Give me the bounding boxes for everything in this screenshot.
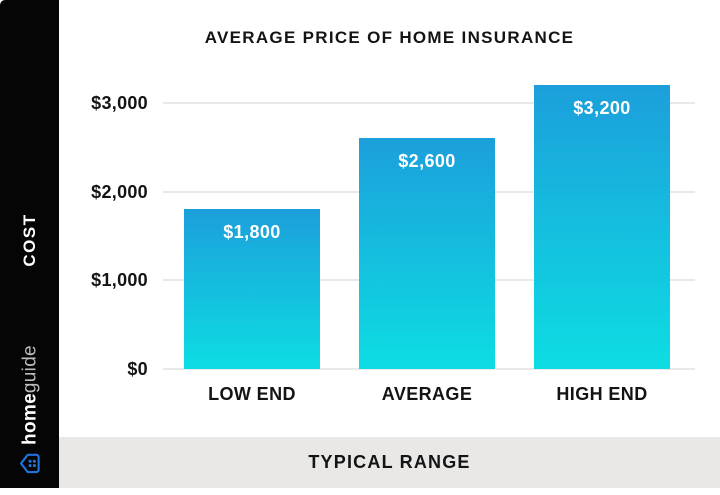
plot-area: $1,800 $2,600 $3,200 LOW END AVERAGE HIG… [59,0,720,437]
bar-value-label: $3,200 [573,98,631,118]
chart-title: AVERAGE PRICE OF HOME INSURANCE [204,28,575,47]
x-category-label: AVERAGE [381,384,473,404]
house-icon [18,452,41,475]
footer-band: TYPICAL RANGE [59,437,720,488]
chart-panel: AVERAGE PRICE OF HOME INSURANCE $1,800 $… [59,0,720,437]
x-category-label: LOW END [208,384,296,404]
bar-low-end: $1,800 [184,209,320,369]
bar-value-label: $1,800 [223,222,281,242]
bar-value-label: $2,600 [398,151,456,171]
y-tick-label: $2,000 [91,181,148,202]
y-tick-label: $1,000 [91,270,148,291]
y-axis-title: COST [19,213,39,267]
brand-wordmark: homeguide [19,345,41,445]
brand-guide-text: guide [18,345,40,394]
bar-average: $2,600 [359,138,495,369]
bar-high-end: $3,200 [534,85,670,369]
gridline [163,368,695,370]
x-axis-title: TYPICAL RANGE [308,452,471,472]
brand-logo: homeguide [18,345,41,475]
gridline [163,102,695,104]
left-rail: COST homeguide [0,0,59,488]
x-category-label: HIGH END [556,384,648,404]
y-tick-label: $3,000 [91,93,148,113]
brand-home-text: home [18,393,40,445]
y-tick-label: $0 [127,359,148,379]
